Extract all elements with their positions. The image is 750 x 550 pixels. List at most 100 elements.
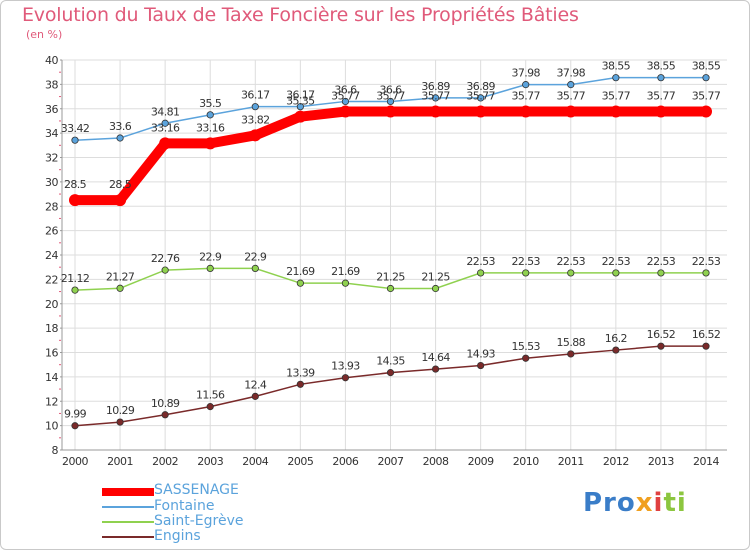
legend-label-fontaine: Fontaine <box>154 498 215 514</box>
data-label-saint-egr-ve: 22.9 <box>244 250 267 263</box>
data-point-fontaine <box>296 103 304 111</box>
x-tick-label: 2009 <box>468 455 494 468</box>
data-label-sassenage: 35.77 <box>602 90 631 103</box>
data-point-sassenage <box>159 137 172 150</box>
data-point-engins <box>296 380 304 388</box>
data-point-sassenage <box>519 105 532 118</box>
data-point-saint-egr-ve <box>206 264 214 273</box>
data-point-saint-egr-ve <box>477 269 485 277</box>
x-tick-label: 2004 <box>242 455 268 468</box>
data-label-saint-egr-ve: 22.53 <box>602 255 631 268</box>
data-point-engins <box>612 346 620 354</box>
data-label-sassenage: 28.5 <box>109 178 132 191</box>
x-tick-label: 2014 <box>693 455 719 468</box>
data-label-fontaine: 37.98 <box>511 67 540 80</box>
data-label-engins: 15.53 <box>511 340 540 353</box>
data-point-engins <box>657 342 665 350</box>
data-point-fontaine <box>116 134 124 142</box>
data-label-fontaine: 36.17 <box>286 89 315 102</box>
y-tick-label: 24 <box>45 249 58 262</box>
data-point-fontaine <box>341 97 350 106</box>
logo-part-3: i <box>653 488 664 518</box>
data-label-fontaine: 35.5 <box>199 97 222 110</box>
data-label-sassenage: 33.16 <box>196 121 225 134</box>
data-label-sassenage: 35.77 <box>376 90 405 103</box>
y-tick-label: 14 <box>45 371 58 384</box>
y-tick-label: 26 <box>45 225 58 238</box>
data-label-engins: 14.64 <box>421 351 450 364</box>
data-point-saint-egr-ve <box>612 269 620 277</box>
x-tick-label: 2012 <box>603 455 629 468</box>
data-point-engins <box>251 392 259 400</box>
data-label-engins: 14.93 <box>466 348 495 361</box>
data-point-sassenage <box>249 129 262 142</box>
y-tick-label: 40 <box>45 54 58 67</box>
data-point-sassenage <box>114 194 127 207</box>
data-label-fontaine: 36.6 <box>379 83 402 96</box>
data-point-engins <box>567 350 575 358</box>
data-label-sassenage: 35.77 <box>511 90 540 103</box>
legend-swatch-engins <box>102 536 154 538</box>
data-point-fontaine <box>386 97 395 106</box>
x-tick-label: 2010 <box>513 455 539 468</box>
data-point-fontaine <box>702 74 710 82</box>
data-label-saint-egr-ve: 21.12 <box>61 272 90 285</box>
data-point-sassenage <box>69 194 81 207</box>
data-label-saint-egr-ve: 22.53 <box>692 255 721 268</box>
y-tick-label: 10 <box>45 420 58 433</box>
x-tick-label: 2005 <box>287 455 313 468</box>
data-point-saint-egr-ve <box>386 284 395 293</box>
data-point-fontaine <box>612 74 620 82</box>
data-label-engins: 10.89 <box>151 397 180 410</box>
data-point-sassenage <box>429 105 442 118</box>
data-point-saint-egr-ve <box>522 269 530 277</box>
data-label-fontaine: 33.42 <box>61 122 90 135</box>
chart-title: Evolution du Taux de Taxe Foncière sur l… <box>22 4 579 26</box>
x-tick-label: 2007 <box>378 455 404 468</box>
data-point-engins <box>431 365 440 373</box>
data-label-fontaine: 36.6 <box>334 83 357 96</box>
data-label-engins: 13.93 <box>331 360 360 373</box>
data-point-sassenage <box>609 105 622 118</box>
data-point-sassenage <box>700 105 712 118</box>
data-label-saint-egr-ve: 22.53 <box>647 255 676 268</box>
data-label-saint-egr-ve: 21.25 <box>421 271 450 284</box>
y-tick-label: 16 <box>45 347 58 360</box>
y-tick-label: 32 <box>45 152 58 165</box>
y-tick-label: 30 <box>45 176 58 189</box>
x-tick-label: 2008 <box>423 455 449 468</box>
logo-part-2: x <box>635 488 654 518</box>
data-point-sassenage <box>339 105 352 118</box>
data-label-engins: 9.99 <box>64 408 87 421</box>
data-point-saint-egr-ve <box>71 286 79 294</box>
data-point-engins <box>71 422 79 430</box>
legend-label-sassenage: SASSENAGE <box>154 482 239 498</box>
logo-part-4: ti <box>663 488 687 518</box>
legend-label-engins: Engins <box>154 528 201 544</box>
data-label-sassenage: 35.77 <box>331 90 360 103</box>
legend-swatch-sassenage <box>102 488 154 496</box>
data-label-sassenage: 35.77 <box>421 90 450 103</box>
legend-item-sassenage: SASSENAGE <box>102 482 302 498</box>
proxiti-logo: Proxiti <box>583 488 687 518</box>
data-label-engins: 10.29 <box>106 404 135 417</box>
chart-unit-label: (en %) <box>26 28 63 41</box>
data-label-engins: 14.35 <box>376 355 405 368</box>
data-label-saint-egr-ve: 21.27 <box>106 270 135 283</box>
data-label-saint-egr-ve: 21.69 <box>286 265 315 278</box>
data-point-sassenage <box>294 110 307 123</box>
y-tick-label: 38 <box>45 78 58 91</box>
data-point-saint-egr-ve <box>251 264 259 273</box>
data-label-fontaine: 36.89 <box>466 80 495 93</box>
data-label-sassenage: 35.77 <box>466 90 495 103</box>
data-label-engins: 15.88 <box>557 336 586 349</box>
y-tick-label: 36 <box>45 103 58 116</box>
data-point-engins <box>477 361 485 370</box>
data-point-saint-egr-ve <box>702 269 710 277</box>
data-label-engins: 16.2 <box>605 332 627 345</box>
data-point-sassenage <box>654 105 667 118</box>
y-tick-label: 20 <box>45 298 58 311</box>
legend-swatch-fontaine <box>102 506 154 508</box>
y-tick-label: 34 <box>45 127 58 140</box>
legend-item-saint-egreve: Saint-Egrève <box>102 513 302 529</box>
